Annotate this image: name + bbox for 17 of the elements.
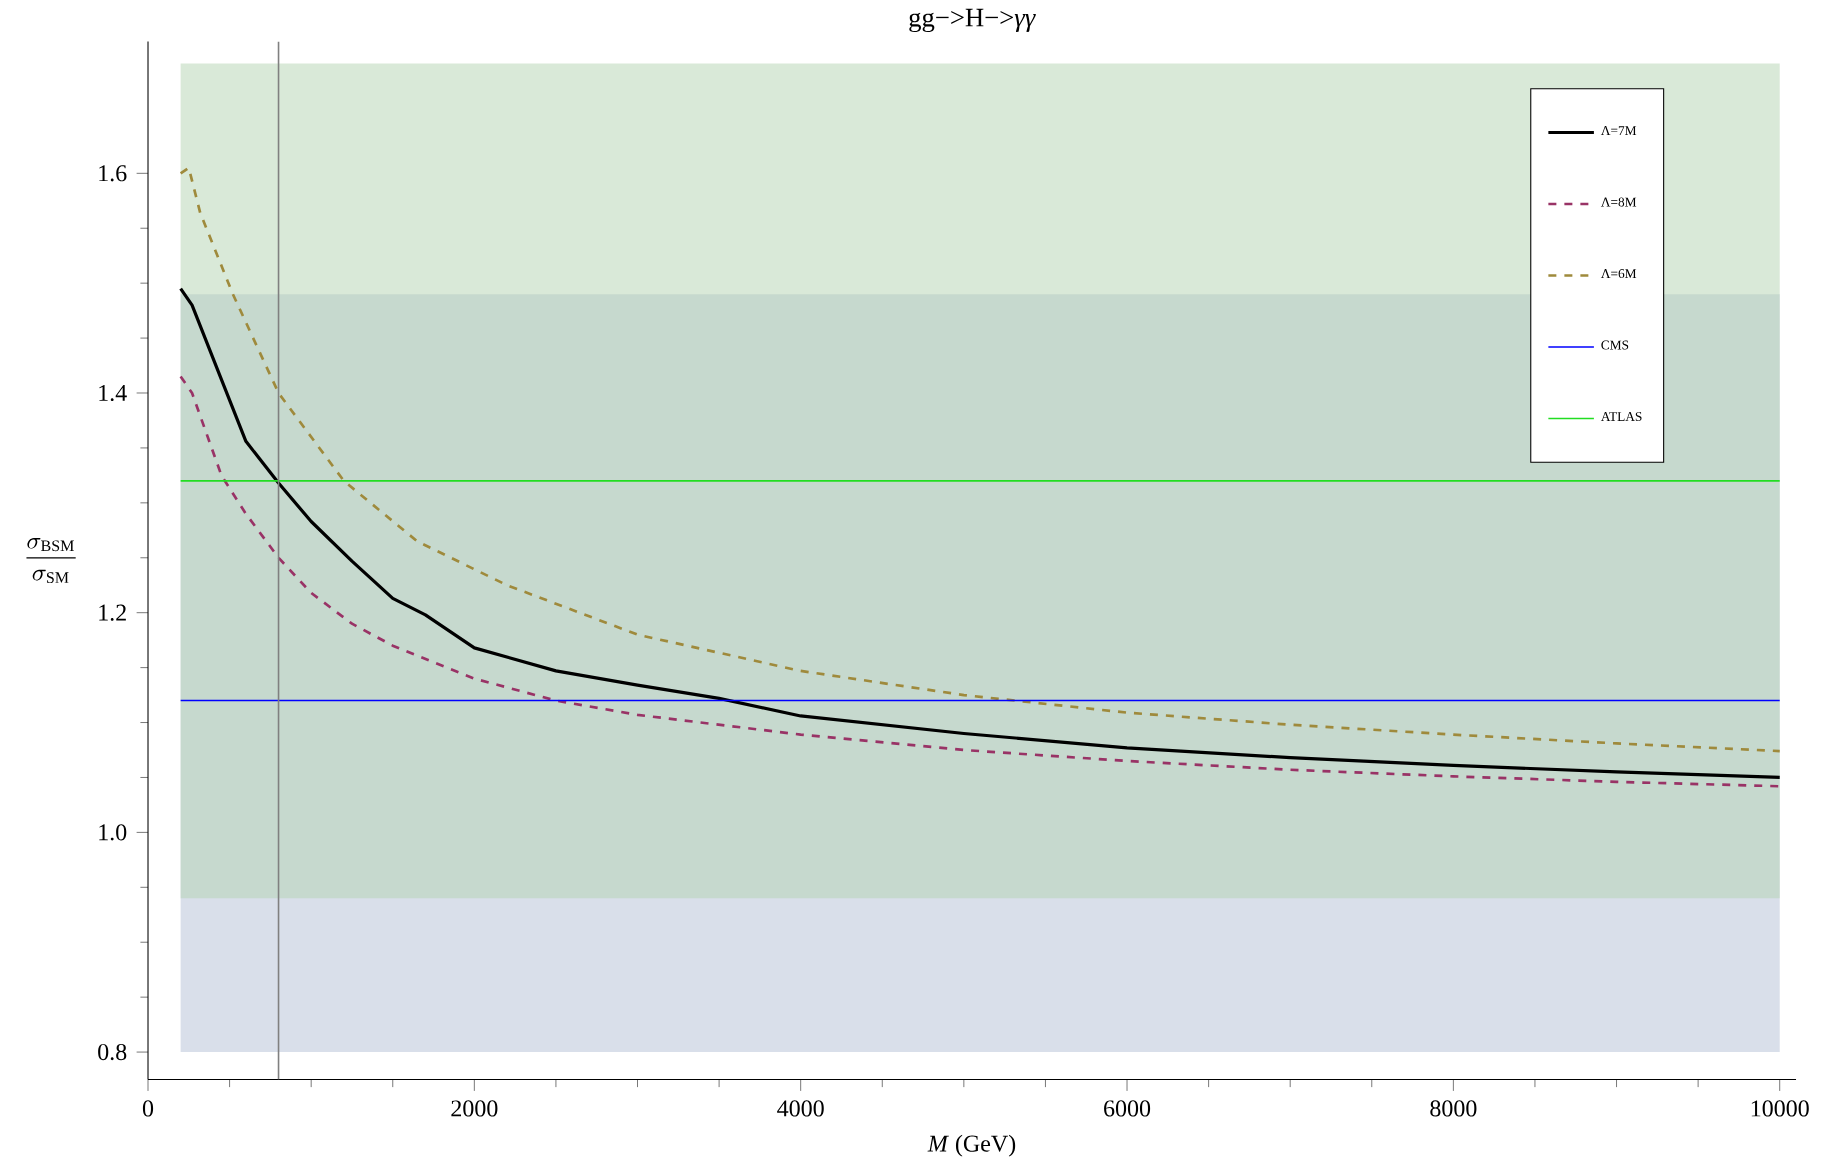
x-tick-label: 8000 (1430, 1100, 1477, 1117)
y-tick-label: 1.2 (99, 604, 126, 622)
chart-title: gg−>H−>γγ (909, 9, 1036, 33)
line-series (179, 287, 1782, 780)
y-tick-label: 1.4 (99, 385, 127, 402)
x-tick-label: 4000 (777, 1100, 824, 1117)
x-tick-label: 2000 (451, 1100, 498, 1117)
line-series (179, 166, 1782, 753)
y-tick-label: 0.8 (98, 1044, 127, 1061)
x-axis-title: M (GeV) (927, 1135, 1016, 1157)
y-tick-label: 1.0 (99, 824, 127, 841)
y-tick-label: 1.6 (99, 165, 127, 182)
x-tick-label: 6000 (1104, 1100, 1151, 1117)
x-tick-label: 0 (142, 1100, 154, 1117)
x-tick-label: 10000 (1751, 1100, 1809, 1117)
line-series (179, 375, 1782, 788)
y-axis-title: $\frac{\sigma_{\mathrm{BSM}}}{\sigma_{\mathrm{SM}}}$ (26, 538, 76, 584)
